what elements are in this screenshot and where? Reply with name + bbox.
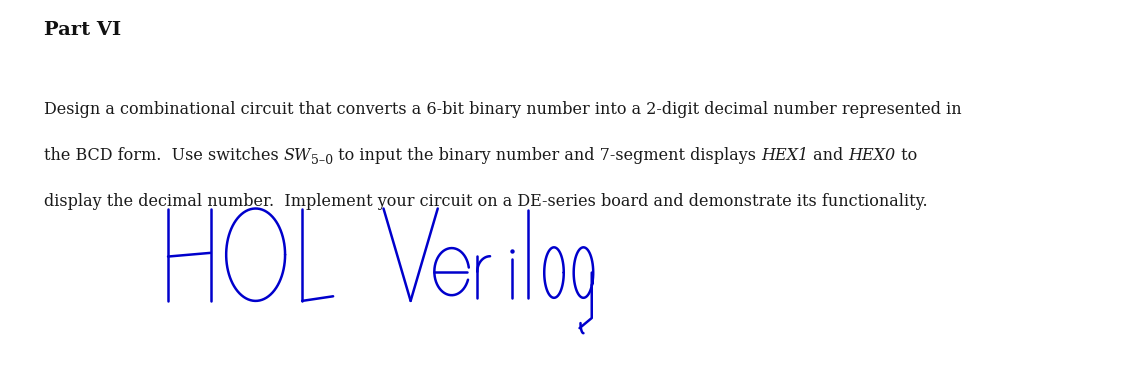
Text: SW: SW xyxy=(283,147,311,165)
Text: 5–0: 5–0 xyxy=(311,154,333,167)
Text: and: and xyxy=(808,147,849,165)
Text: HEX0: HEX0 xyxy=(849,147,896,165)
Text: the BCD form.  Use switches: the BCD form. Use switches xyxy=(44,147,283,165)
Text: to input the binary number and 7-segment displays: to input the binary number and 7-segment… xyxy=(333,147,761,165)
Text: HEX1: HEX1 xyxy=(761,147,808,165)
Text: Design a combinational circuit that converts a 6-bit binary number into a 2-digi: Design a combinational circuit that conv… xyxy=(44,101,961,119)
Text: display the decimal number.  Implement your circuit on a DE-series board and dem: display the decimal number. Implement yo… xyxy=(44,193,927,211)
Text: Part VI: Part VI xyxy=(44,21,120,39)
Text: to: to xyxy=(896,147,917,165)
